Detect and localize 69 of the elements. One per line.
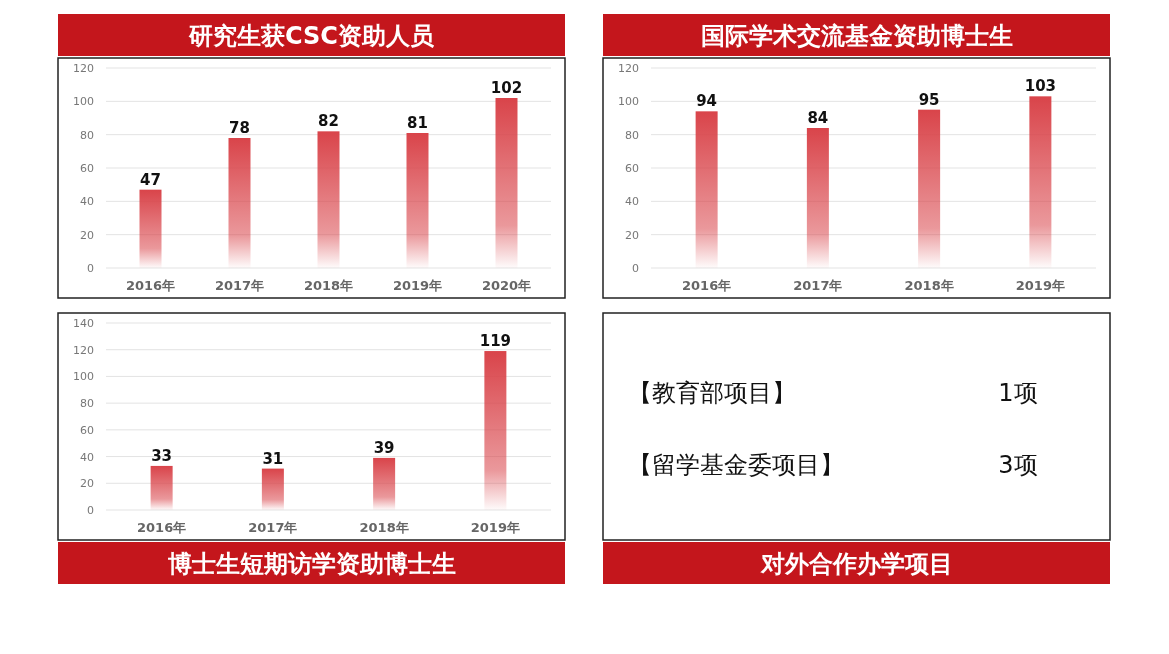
y-tick-label: 60 <box>80 162 94 175</box>
bar <box>806 128 829 268</box>
y-tick-label: 120 <box>73 62 94 75</box>
bar <box>317 131 340 268</box>
bar <box>1029 96 1052 268</box>
text: 【留学基金委项目】 <box>628 451 844 479</box>
y-tick-label: 80 <box>80 397 94 411</box>
y-tick-label: 100 <box>73 370 94 384</box>
data-label: 94 <box>696 92 718 111</box>
chart-title: 国际学术交流基金资助博士生 <box>700 22 1013 50</box>
y-tick-label: 40 <box>80 195 94 209</box>
bar <box>495 98 518 268</box>
y-tick-label: 140 <box>73 317 94 330</box>
x-tick-label: 2019年 <box>392 278 443 293</box>
data-label: 47 <box>140 170 161 189</box>
x-tick-label: 2016年 <box>137 520 187 535</box>
x-tick-label: 2019年 <box>1015 278 1065 293</box>
y-tick-label: 100 <box>618 95 639 109</box>
chart-title: 研究生获CSC资助人员 <box>188 22 435 50</box>
y-tick-label: 120 <box>618 62 639 75</box>
x-tick-label: 2017年 <box>248 520 298 535</box>
bar <box>695 111 718 268</box>
text: 3项 <box>998 451 1038 479</box>
x-tick-label: 2018年 <box>904 278 954 293</box>
y-tick-label: 40 <box>625 195 639 209</box>
data-label: 119 <box>479 332 512 351</box>
x-tick-label: 2019年 <box>470 520 520 535</box>
y-tick-label: 20 <box>625 228 639 242</box>
x-tick-label: 2016年 <box>682 278 732 293</box>
y-tick-label: 0 <box>632 262 639 275</box>
y-tick-label: 80 <box>625 128 639 142</box>
y-tick-label: 80 <box>80 128 94 142</box>
x-tick-label: 2017年 <box>214 278 265 293</box>
x-tick-label: 2020年 <box>481 278 532 293</box>
data-label: 102 <box>490 79 523 97</box>
bar <box>484 351 507 510</box>
x-tick-label: 2016年 <box>125 278 176 293</box>
y-tick-label: 20 <box>80 228 94 242</box>
y-tick-label: 100 <box>73 95 94 109</box>
data-label: 39 <box>373 438 395 457</box>
text: 【教育部项目】 <box>628 379 796 407</box>
data-label: 81 <box>407 114 428 132</box>
x-tick-label: 2017年 <box>793 278 843 293</box>
y-tick-label: 20 <box>80 477 94 491</box>
y-tick-label: 60 <box>80 423 94 437</box>
bar <box>261 468 284 510</box>
x-tick-label: 2018年 <box>359 520 409 535</box>
data-label: 95 <box>918 90 940 109</box>
data-label: 31 <box>262 449 284 468</box>
y-tick-label: 0 <box>87 504 94 517</box>
data-label: 84 <box>807 109 829 127</box>
data-label: 103 <box>1024 77 1057 96</box>
x-tick-label: 2018年 <box>303 278 354 293</box>
text: 对外合作办学项目 <box>759 550 953 578</box>
text: 博士生短期访学资助博士生 <box>166 550 456 578</box>
bar <box>228 138 251 268</box>
bar <box>918 109 941 268</box>
bar <box>406 133 429 268</box>
bar <box>150 465 173 510</box>
text: 1项 <box>998 379 1038 407</box>
bar <box>373 457 396 510</box>
data-label: 78 <box>229 119 250 137</box>
data-label: 82 <box>318 112 339 131</box>
y-tick-label: 40 <box>80 450 94 464</box>
data-label: 33 <box>151 446 173 465</box>
y-tick-label: 0 <box>87 262 94 275</box>
y-tick-label: 120 <box>73 343 94 357</box>
y-tick-label: 60 <box>625 162 639 175</box>
bar <box>139 189 162 268</box>
